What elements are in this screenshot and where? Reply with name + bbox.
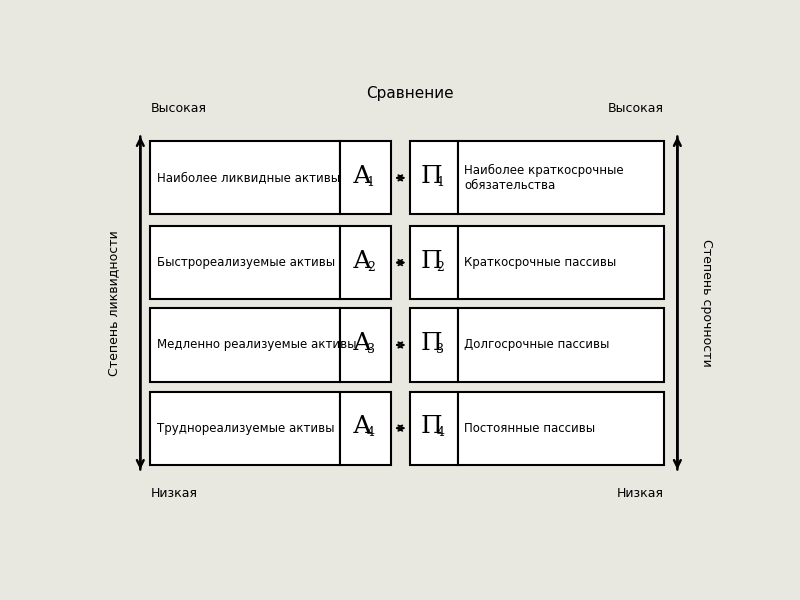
Text: П: П [421,165,442,188]
Text: Труднореализуемые активы: Труднореализуемые активы [157,422,334,434]
Text: 2: 2 [436,260,444,274]
Bar [410,226,458,299]
Text: Медленно реализуемые активы: Медленно реализуемые активы [157,338,356,352]
Text: Степень ликвидности: Степень ликвидности [107,230,121,376]
Text: Наиболее ликвидные активы: Наиболее ликвидные активы [157,172,340,184]
Text: 4: 4 [367,426,375,439]
Text: 2: 2 [367,260,374,274]
Text: Высокая: Высокая [608,103,664,115]
Bar [458,226,664,299]
Bar [340,308,390,382]
Bar [458,141,664,214]
Text: 1: 1 [367,176,375,189]
Text: А: А [353,250,372,272]
Text: Наиболее краткосрочные
обязательства: Наиболее краткосрочные обязательства [464,164,624,192]
Text: А: А [353,415,372,438]
Bar [340,226,390,299]
Bar [458,308,664,382]
Bar [410,308,458,382]
Text: 4: 4 [436,426,444,439]
Bar [150,308,340,382]
Text: Низкая: Низкая [618,487,664,500]
Bar [150,226,340,299]
Text: 3: 3 [436,343,444,356]
Text: А: А [353,332,372,355]
Text: Сравнение: Сравнение [366,86,454,101]
Text: Быстрореализуемые активы: Быстрореализуемые активы [157,256,334,269]
Text: П: П [421,332,442,355]
Text: Низкая: Низкая [150,487,198,500]
Bar [340,392,390,464]
Bar [410,392,458,464]
Bar [458,392,664,464]
Text: П: П [421,415,442,438]
Text: Долгосрочные пассивы: Долгосрочные пассивы [464,338,610,352]
Bar [410,141,458,214]
Text: Постоянные пассивы: Постоянные пассивы [464,422,595,434]
Text: П: П [421,250,442,272]
Text: Краткосрочные пассивы: Краткосрочные пассивы [464,256,617,269]
Bar [150,392,340,464]
Bar [150,141,340,214]
Bar [340,141,390,214]
Text: 1: 1 [436,176,444,189]
Text: 3: 3 [367,343,375,356]
Text: Высокая: Высокая [150,103,206,115]
Text: Степень срочности: Степень срочности [699,239,713,367]
Text: А: А [353,165,372,188]
